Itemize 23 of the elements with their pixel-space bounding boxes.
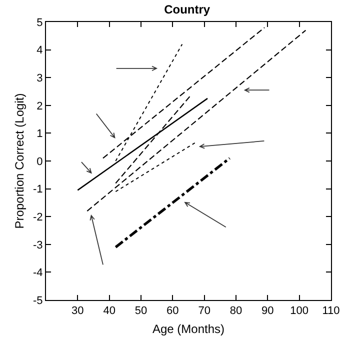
y-tick-label: 2 — [36, 100, 43, 112]
y-tick-label: 3 — [36, 72, 43, 84]
y-axis-title: Proportion Correct (Logit) — [12, 93, 26, 229]
x-tick-label: 50 — [134, 305, 148, 318]
y-tick-label: 5 — [36, 16, 43, 29]
y-tick-label: -5 — [33, 294, 43, 307]
x-tick-label: 80 — [230, 305, 242, 318]
chart-title: Country — [164, 2, 210, 17]
y-tick-label: 4 — [36, 44, 43, 57]
x-tick-label: 90 — [262, 305, 274, 318]
x-tick-label: 70 — [198, 305, 210, 318]
x-tick-label: 110 — [322, 305, 340, 318]
x-tick-label: 30 — [72, 305, 84, 318]
y-tick-label: 0 — [36, 156, 43, 168]
x-tick-label: 100 — [290, 305, 309, 318]
x-tick-label: 60 — [166, 305, 179, 318]
y-tick-label: -4 — [33, 267, 43, 280]
y-tick-label: -1 — [33, 184, 43, 196]
y-tick-label: -3 — [33, 239, 43, 252]
y-tick-label: 1 — [36, 128, 43, 140]
x-tick-label: 40 — [103, 305, 116, 318]
x-axis-title: Age (Months) — [152, 322, 225, 336]
y-tick-label: -2 — [33, 211, 43, 224]
